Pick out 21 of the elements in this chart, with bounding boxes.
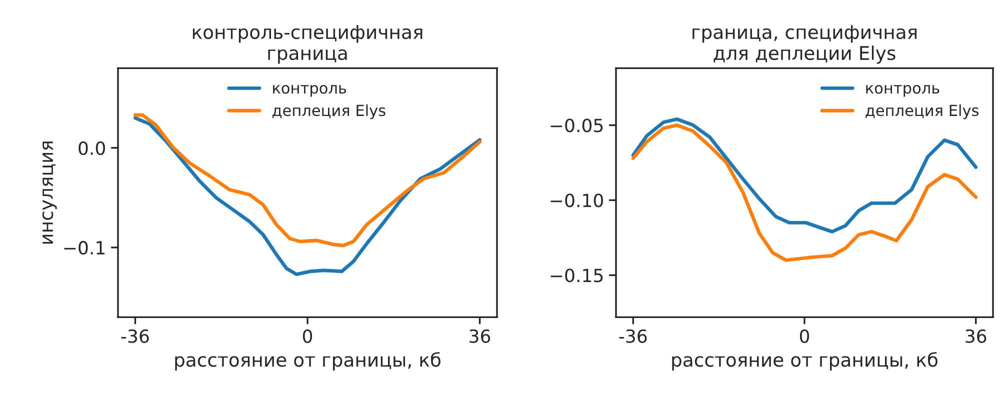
legend-label: контроль (866, 84, 940, 97)
chart-title: контроль-специфичная граница (192, 25, 422, 64)
legend-label: деплеция Elys (866, 104, 979, 120)
y-axis-title: инсуляция (42, 142, 57, 244)
y-tick-label: −0.05 (550, 118, 603, 132)
x-tick-label: -36 (619, 329, 647, 343)
x-axis-title: расстояние от границы, кб (672, 352, 938, 370)
line-series (631, 123, 978, 262)
x-tick-label: 0 (800, 329, 810, 343)
x-tick-label: 0 (302, 329, 312, 343)
y-tick-label: −0.10 (550, 194, 603, 208)
x-tick-label: 36 (966, 329, 986, 343)
x-axis-title: расстояние от границы, кб (175, 352, 440, 370)
y-tick-label: −0.1 (64, 240, 105, 255)
y-tick-label: 0.0 (78, 141, 105, 155)
x-tick-label: -36 (121, 329, 149, 343)
y-tick-label: −0.15 (550, 268, 603, 282)
x-tick-label: 36 (470, 329, 490, 343)
legend-label: деплеция Elys (272, 104, 386, 120)
legend-label: контроль (273, 84, 346, 97)
chart-title: граница, специфичная для деплеции Elys (692, 25, 917, 64)
